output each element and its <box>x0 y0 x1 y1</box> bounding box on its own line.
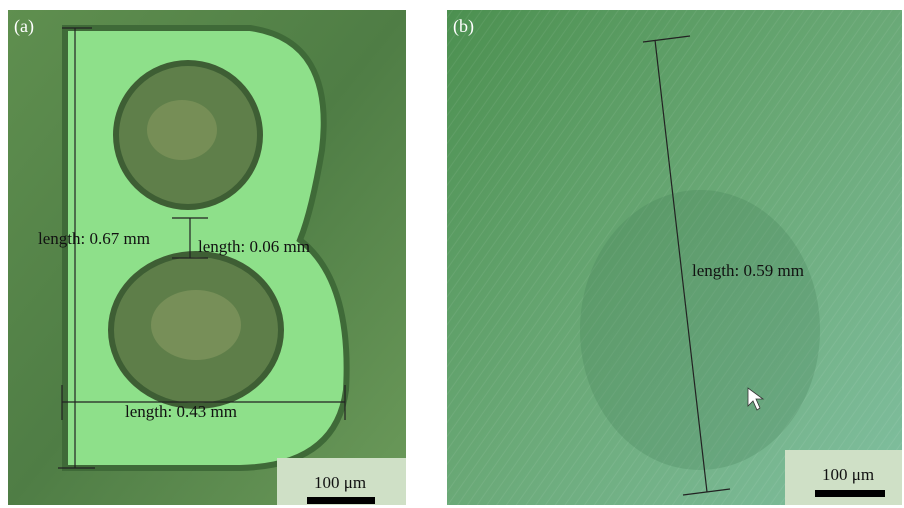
figure: (a) length: 0.67 mm length: 0.06 mm leng… <box>0 0 904 508</box>
panel-b: (b) length: 0.59 mm 100 μm <box>447 10 902 505</box>
scale-bar-label: 100 μm <box>822 465 874 484</box>
lower-hole-center <box>151 290 241 360</box>
measurement-label: length: 0.59 mm <box>692 261 804 280</box>
measurement-label: length: 0.43 mm <box>125 402 237 421</box>
upper-hole-center <box>147 100 217 160</box>
scale-bar-label: 100 μm <box>314 473 366 492</box>
scale-bar <box>307 497 375 504</box>
measurement-label: length: 0.67 mm <box>38 229 150 248</box>
panel-label: (b) <box>453 16 474 37</box>
measurement-label: length: 0.06 mm <box>198 237 310 256</box>
scale-bar <box>815 490 885 497</box>
panel-a: (a) length: 0.67 mm length: 0.06 mm leng… <box>8 10 406 505</box>
panel-label: (a) <box>14 16 34 37</box>
